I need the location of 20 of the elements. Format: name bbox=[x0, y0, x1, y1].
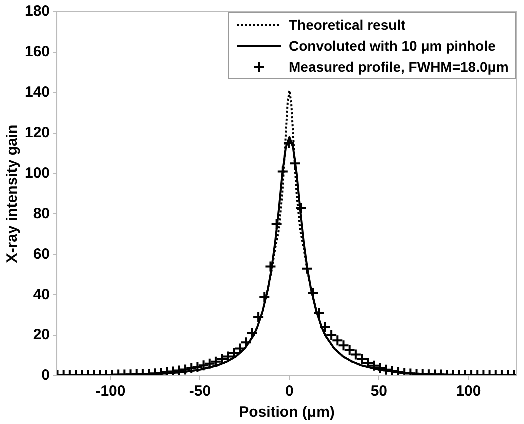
y-tick-label: 0 bbox=[42, 367, 50, 384]
x-tick-label: 50 bbox=[370, 383, 388, 400]
legend-label: Theoretical result bbox=[289, 16, 406, 32]
x-tick-label: -100 bbox=[96, 383, 126, 400]
x-tick-label: 0 bbox=[286, 383, 294, 400]
y-tick-label: 80 bbox=[33, 205, 50, 222]
x-axis-title: Position (μm) bbox=[239, 404, 335, 422]
y-tick-label: 120 bbox=[24, 124, 50, 142]
legend-label: Measured profile, FWHM=18.0μm bbox=[289, 58, 509, 74]
legend-label: Convoluted with 10 μm pinhole bbox=[289, 38, 496, 54]
y-tick-label: 60 bbox=[33, 246, 50, 263]
y-tick-label: 40 bbox=[33, 286, 50, 304]
y-tick-label: 100 bbox=[24, 164, 50, 182]
x-tick-label: -50 bbox=[189, 383, 212, 400]
y-tick-label: 20 bbox=[33, 326, 50, 344]
y-tick-label: 140 bbox=[24, 84, 50, 102]
y-axis-title: X-ray intensity gain bbox=[4, 124, 22, 264]
y-tick-label: 160 bbox=[24, 44, 50, 61]
y-tick-label: 180 bbox=[24, 3, 50, 20]
x-tick-label: 100 bbox=[456, 383, 482, 400]
